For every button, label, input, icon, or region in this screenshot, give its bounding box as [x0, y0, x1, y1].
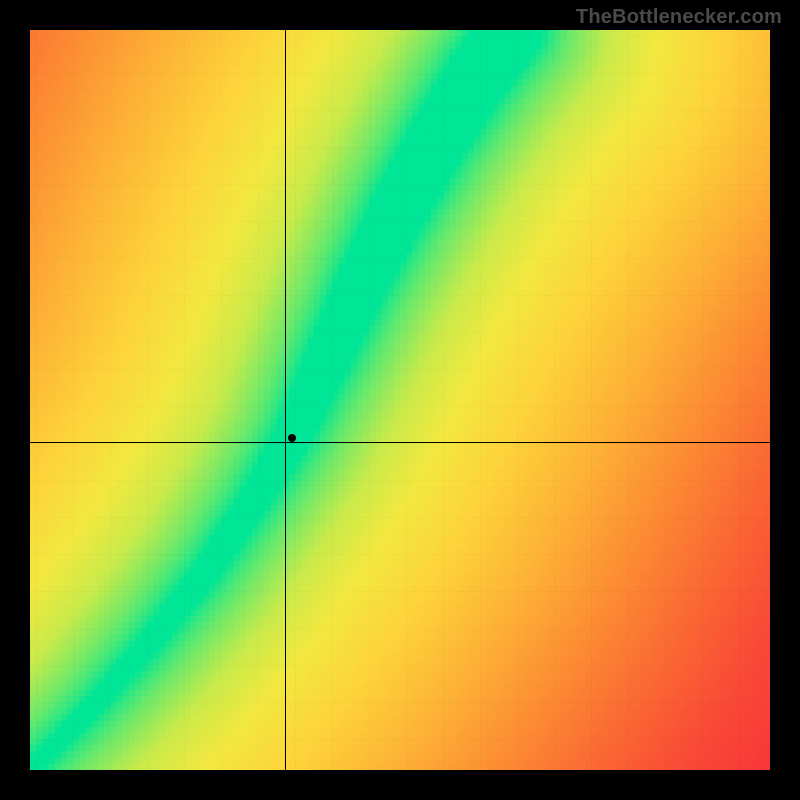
crosshair-horizontal	[30, 442, 770, 443]
watermark-text: TheBottlenecker.com	[576, 6, 782, 29]
heatmap-canvas	[30, 30, 770, 770]
plot-area	[30, 30, 770, 770]
crosshair-vertical	[285, 30, 286, 770]
chart-container: { "watermark": { "text": "TheBottlenecke…	[0, 0, 800, 800]
